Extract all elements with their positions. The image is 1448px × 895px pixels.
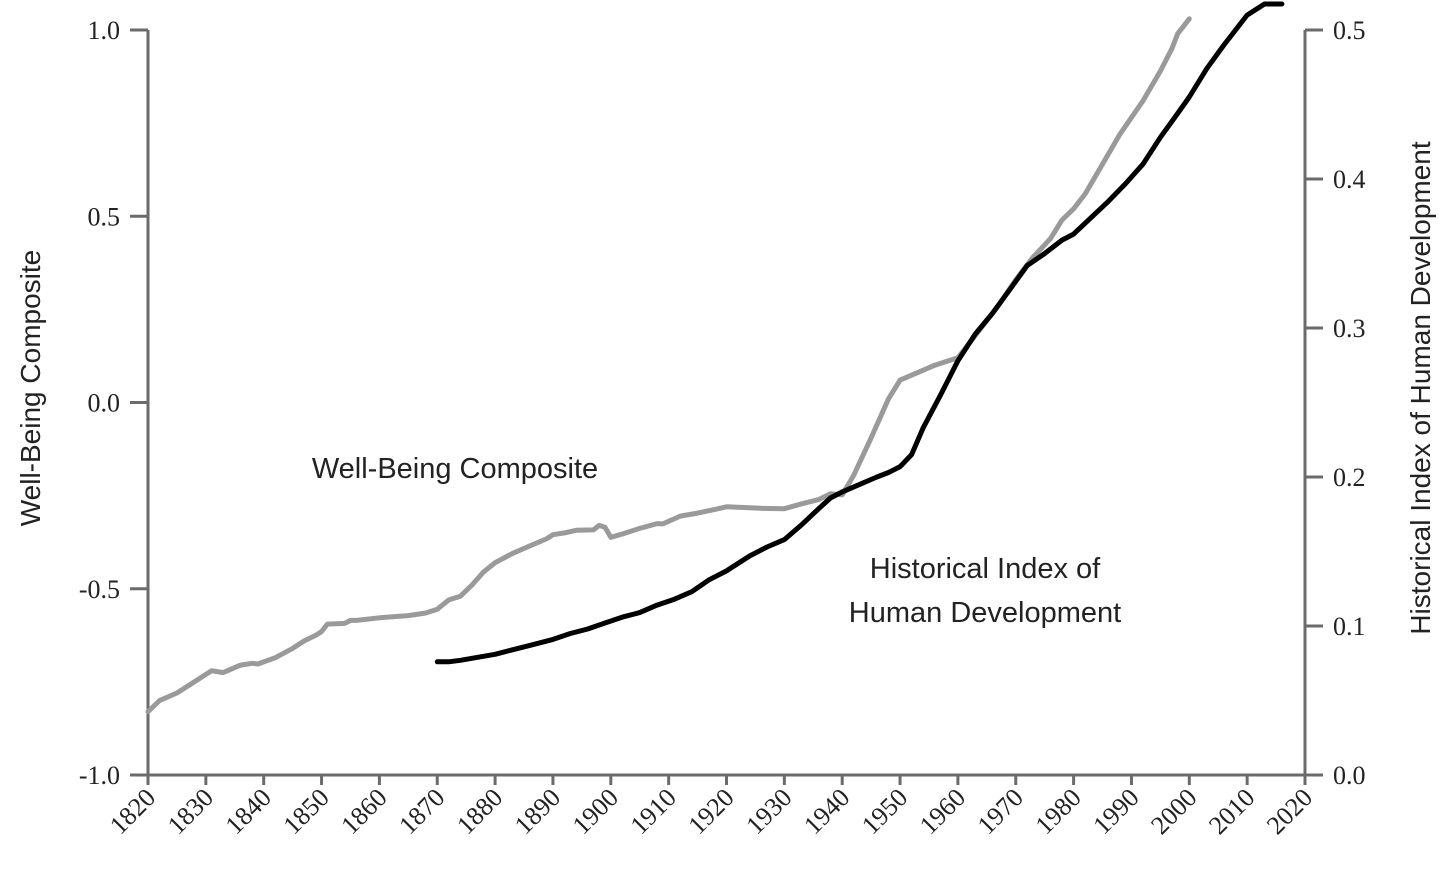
x-tick-label: 1900 <box>567 783 624 840</box>
x-tick-label: 1980 <box>1030 783 1087 840</box>
x-tick-label: 1940 <box>798 783 855 840</box>
x-tick-label: 1880 <box>451 783 508 840</box>
right-tick-label: 0.0 <box>1333 761 1366 790</box>
well-being-composite-annotation: Well-Being Composite <box>312 453 598 485</box>
x-tick-label: 1870 <box>393 783 450 840</box>
x-tick-label: 2000 <box>1145 783 1202 840</box>
right-axis-title: Historical Index of Human Development <box>1405 141 1436 635</box>
x-tick-label: 1960 <box>914 783 971 840</box>
x-tick-label: 1850 <box>278 783 335 840</box>
x-tick-label: 1920 <box>682 783 739 840</box>
x-tick-label: 1840 <box>220 783 277 840</box>
left-tick-label: 0.5 <box>88 202 121 231</box>
right-tick-label: 0.3 <box>1333 314 1366 343</box>
human-development-annotation: Historical Index of <box>870 553 1101 585</box>
annotations: Well-Being Composite Historical Index of H… <box>312 453 1121 629</box>
x-tick-label: 1990 <box>1087 783 1144 840</box>
right-tick-label: 0.2 <box>1333 463 1366 492</box>
axes: 1820 1830 1840 1850 1860 1870 1880 1890 1900 1910… <box>79 16 1366 840</box>
left-tick-label: 0.0 <box>88 389 121 418</box>
right-tick-label: 0.1 <box>1333 612 1366 641</box>
human-development-index-line <box>434 1 1285 665</box>
x-tick-label: 1930 <box>740 783 797 840</box>
x-tick-label: 1830 <box>162 783 219 840</box>
right-tick-label: 0.4 <box>1333 165 1366 194</box>
x-tick-label: 2020 <box>1261 783 1318 840</box>
left-tick-label: -0.5 <box>79 575 120 604</box>
series-layer <box>145 1 1285 715</box>
x-tick-label: 1820 <box>104 783 161 840</box>
x-tick-label: 1890 <box>509 783 566 840</box>
x-tick-label: 2010 <box>1203 783 1260 840</box>
right-tick-label: 0.5 <box>1333 16 1366 45</box>
x-tick-label: 1950 <box>856 783 913 840</box>
left-tick-label: 1.0 <box>88 16 121 45</box>
left-axis-title: Well-Being Composite <box>15 250 46 527</box>
x-tick-label: 1910 <box>625 783 682 840</box>
x-tick-label: 1860 <box>335 783 392 840</box>
human-development-annotation: Human Development <box>849 597 1121 629</box>
x-tick-label: 1970 <box>972 783 1029 840</box>
left-tick-label: -1.0 <box>79 761 120 790</box>
